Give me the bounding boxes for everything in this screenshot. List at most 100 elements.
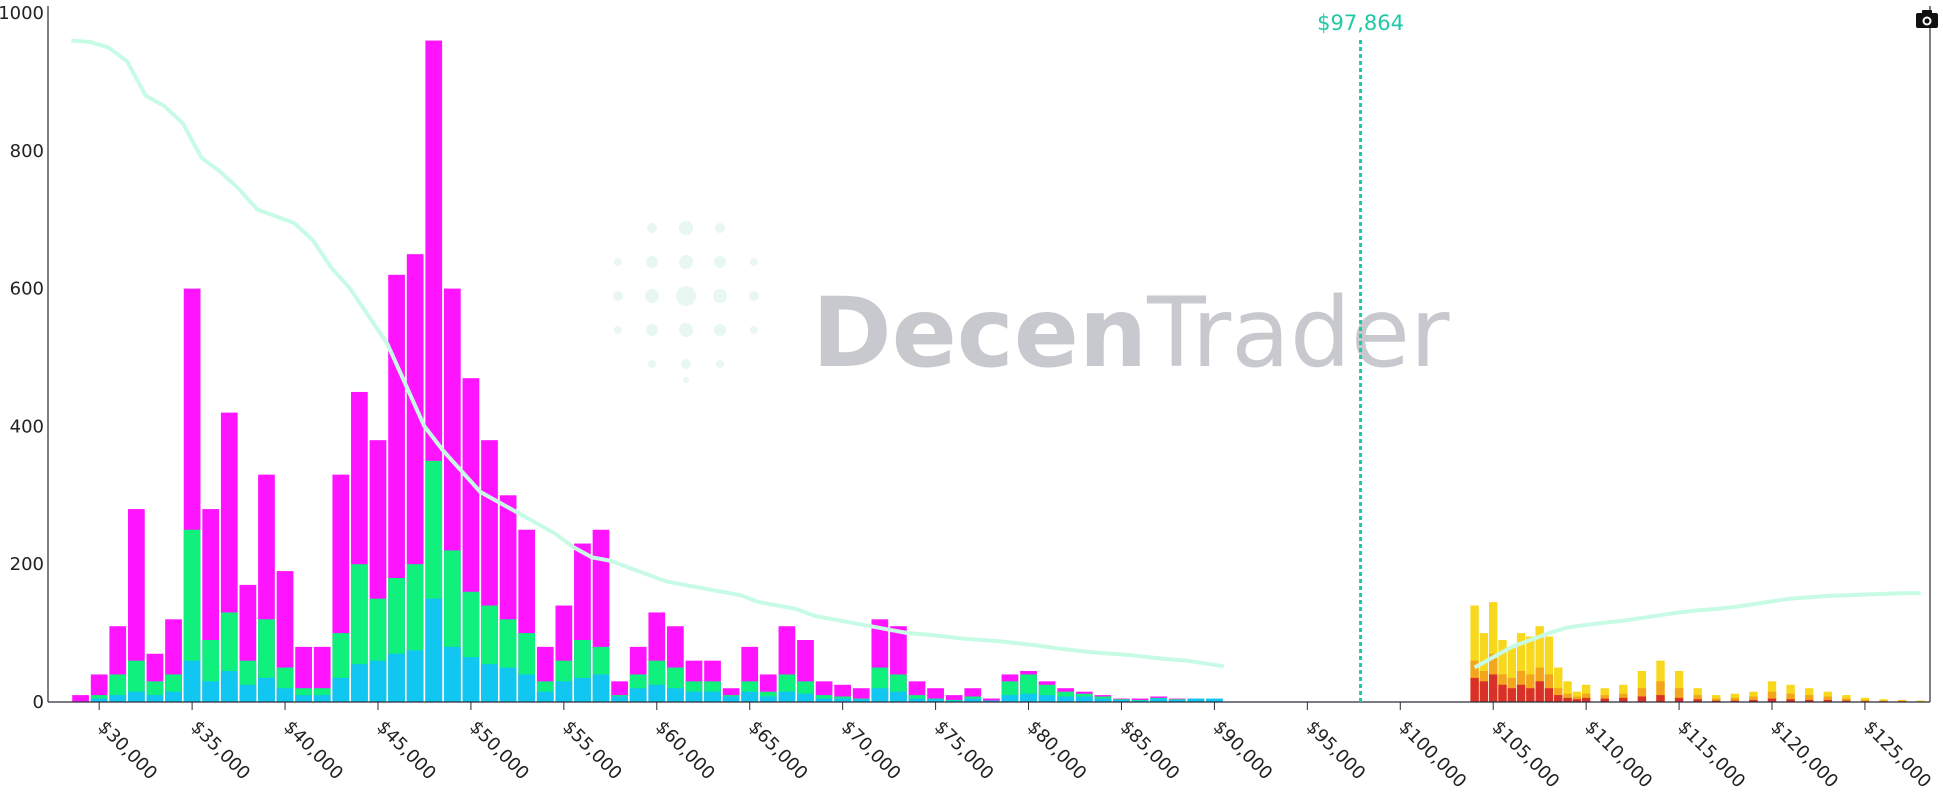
liquidation-bar-base	[1206, 698, 1223, 702]
liquidation-bar-base	[667, 688, 684, 702]
liquidation-bar-base	[1619, 697, 1628, 702]
long-liquidation-bars	[72, 40, 1223, 703]
liquidation-bar-total	[1516, 633, 1526, 702]
liquidation-bar-base	[1535, 681, 1544, 702]
liquidation-bar-base	[1581, 697, 1591, 702]
liquidation-bar-mid	[1619, 693, 1628, 702]
liquidation-bar-base	[369, 660, 387, 702]
liquidation-bar-base	[499, 667, 517, 702]
watermark-dot	[646, 256, 658, 268]
liquidation-bar-base	[1749, 699, 1758, 702]
liquidation-bar-base	[536, 691, 554, 702]
x-tick-label: $60,000	[651, 717, 718, 784]
liquidation-bar-mid	[1730, 697, 1740, 702]
watermark-dot	[646, 324, 658, 336]
liquidation-bar-total	[72, 695, 89, 702]
liquidation-bar-mid	[1786, 693, 1795, 702]
camera-icon[interactable]	[1916, 10, 1938, 28]
liquidation-bar-mid	[1823, 696, 1832, 702]
liquidation-bar-base	[1767, 698, 1777, 702]
liquidation-bar-base	[629, 688, 647, 702]
y-axis-ticks: 0 200 400 600 800 1000	[0, 3, 44, 713]
liquidation-bar-base	[295, 695, 312, 702]
liquidation-bar-base	[1656, 695, 1665, 702]
liquidation-bar-base	[1712, 700, 1721, 702]
liquidation-bar-base	[239, 684, 257, 702]
x-tick-label: $40,000	[280, 717, 347, 784]
liquidation-bar-total	[1619, 684, 1628, 702]
liquidation-bar-base	[1563, 697, 1572, 702]
liquidation-bar-base	[1823, 699, 1832, 702]
y-tick-label: 1000	[0, 3, 44, 24]
watermark-dot	[713, 289, 727, 303]
y-tick-label: 600	[10, 279, 44, 300]
liquidation-bar-base	[1131, 700, 1149, 702]
liquidation-bar-base	[685, 691, 703, 702]
watermark-text-light: Trader	[1146, 277, 1450, 389]
liquidation-bar-base	[741, 691, 759, 702]
x-axis-ticks: $30,000 $35,000 $40,000 $45,000 $50,000 $55,0…	[94, 702, 1935, 792]
liquidation-bar-base	[1094, 698, 1112, 702]
watermark-text: DecenTrader	[812, 277, 1450, 389]
liquidation-bar-base	[351, 664, 368, 702]
watermark-dot	[614, 326, 622, 334]
watermark-logo	[613, 221, 759, 383]
liquidation-bar-base	[1507, 688, 1516, 702]
liquidation-bar-base	[871, 688, 889, 702]
watermark-dot	[683, 377, 689, 383]
watermark-dot	[614, 258, 622, 266]
x-tick-label: $75,000	[930, 717, 997, 784]
liquidation-bar-base	[908, 698, 926, 702]
liquidation-bar-base	[1842, 700, 1851, 702]
liquidation-bar-mid	[1656, 681, 1665, 702]
watermark-dot	[679, 221, 693, 235]
liquidation-bar-total	[1526, 636, 1535, 702]
x-tick-label: $30,000	[94, 717, 161, 784]
liquidation-bar-total	[1479, 633, 1489, 702]
liquidation-bar-base	[332, 677, 350, 702]
y-tick-label: 400	[10, 416, 44, 437]
watermark-dot	[716, 360, 724, 368]
watermark-dot	[676, 286, 696, 306]
x-tick-label: $115,000	[1674, 717, 1750, 793]
y-tick-label: 200	[10, 554, 44, 575]
watermark-dot	[714, 324, 726, 336]
watermark-dot	[613, 291, 623, 301]
liquidation-bar-base	[1498, 684, 1507, 702]
watermark-dot	[679, 255, 693, 269]
liquidation-bar-base	[1038, 695, 1056, 702]
liquidation-bar-base	[1805, 699, 1814, 702]
liquidation-bar-base	[611, 696, 628, 702]
liquidation-bar-base	[1020, 693, 1037, 702]
x-tick-label: $100,000	[1395, 717, 1471, 793]
liquidation-bar-total	[1535, 626, 1544, 702]
cumulative-lines	[71, 38, 1921, 670]
liquidation-bar-base	[834, 698, 852, 702]
liquidation-bar-total	[1507, 646, 1516, 702]
watermark-dot	[749, 291, 759, 301]
liquidation-bar-total	[1470, 605, 1479, 702]
liquidation-bar-base	[704, 691, 721, 702]
liquidation-bar-base	[1674, 697, 1684, 702]
cumulative-short-line	[1473, 591, 1921, 670]
watermark-dot	[647, 223, 657, 233]
liquidation-bar-base	[127, 691, 145, 702]
liquidation-bar-base	[927, 699, 944, 702]
liquidation-bar-total	[1489, 602, 1498, 702]
x-tick-label: $80,000	[1023, 717, 1090, 784]
x-tick-label: $50,000	[465, 717, 532, 784]
liquidation-bar-base	[1470, 677, 1479, 702]
liquidation-bar-base	[90, 698, 108, 702]
liquidation-bar-base	[1572, 699, 1582, 702]
liquidation-bar-base	[890, 691, 907, 702]
liquidation-bar-base	[1075, 696, 1093, 702]
liquidation-bar-base	[1637, 696, 1647, 702]
liquidation-bar-total	[1637, 670, 1647, 702]
liquidation-bar-base	[220, 670, 238, 702]
liquidation-bar-total	[127, 509, 145, 702]
liquidation-bar-mid	[1637, 688, 1647, 702]
liquidation-bar-base	[462, 657, 480, 702]
liquidation-bar-base	[1544, 688, 1554, 702]
liquidation-bar-mid	[1767, 691, 1777, 702]
liquidation-bar-base	[852, 699, 870, 702]
